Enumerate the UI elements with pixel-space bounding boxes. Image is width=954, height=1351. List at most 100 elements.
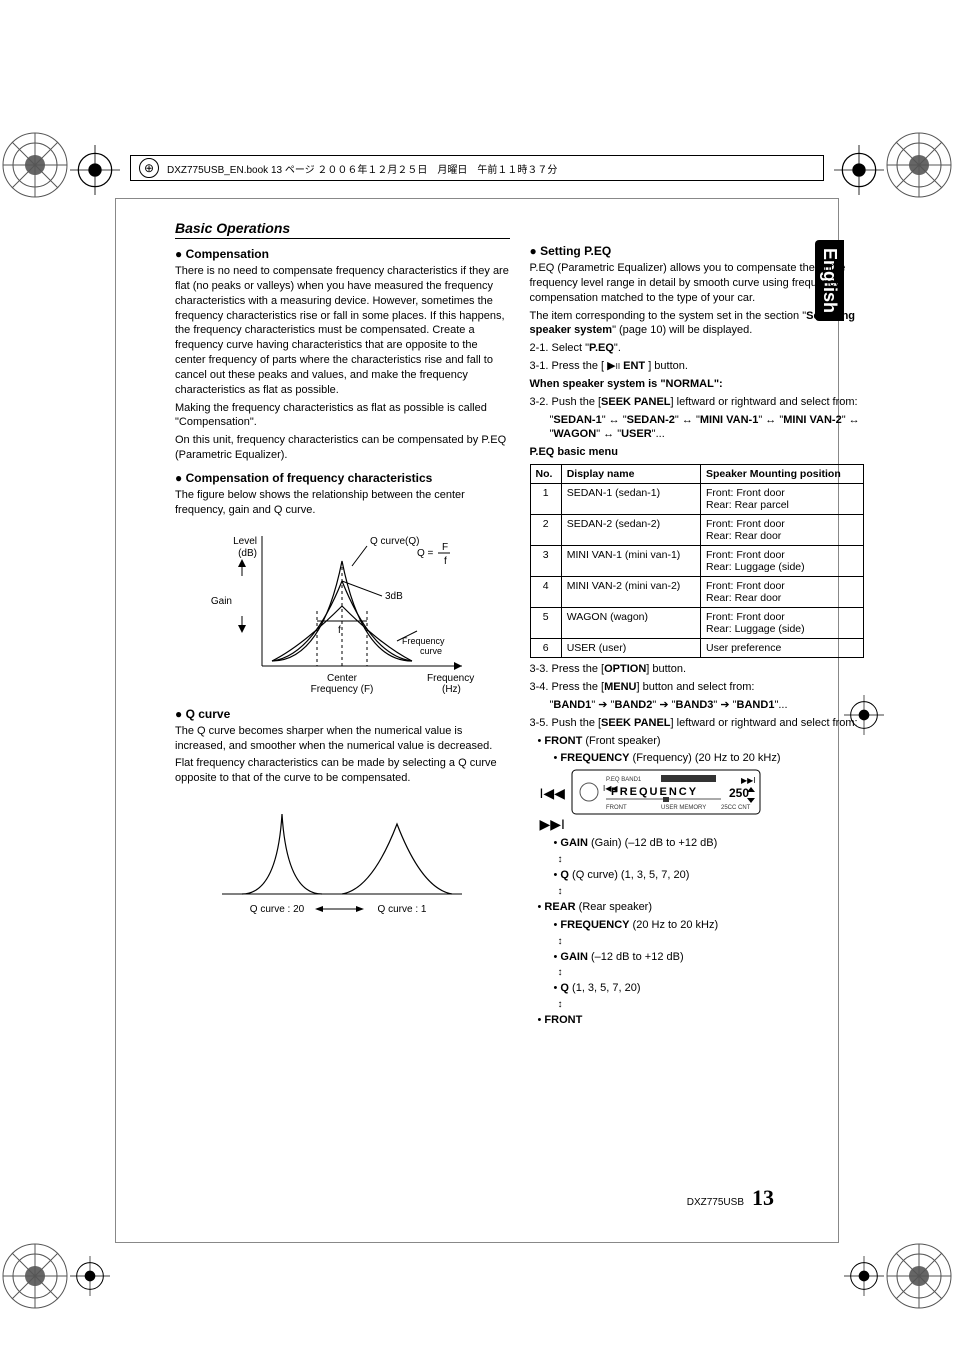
rear-gain: • GAIN (–12 dB to +12 dB) — [530, 950, 865, 965]
step-3-5: 3-5. Push the [SEEK PANEL] leftward or r… — [530, 716, 865, 731]
table-cell: MINI VAN-2 (mini van-2) — [561, 577, 700, 608]
figure-compensation-curve: Level (dB) Gain Q curve(Q) Q = — [175, 526, 510, 699]
table-cell: 5 — [530, 608, 561, 639]
next-icon: ▶▶I — [540, 816, 565, 832]
page-number: 13 — [752, 1185, 774, 1211]
when-normal: When speaker system is "NORMAL": — [530, 377, 865, 392]
sequence-2: "BAND1" ➔ "BAND2" ➔ "BAND3" ➔ "BAND1"... — [530, 698, 865, 713]
svg-text:25CC CNT: 25CC CNT — [721, 805, 751, 811]
svg-text:Frequency: Frequency — [402, 636, 445, 646]
next-icon-row: ▶▶I — [530, 816, 865, 833]
text: " (page 10) will be displayed. — [612, 324, 752, 336]
th-position: Speaker Mounting position — [701, 465, 864, 484]
updown-icon: ↕ — [530, 854, 865, 865]
table-cell: Front: Front doorRear: Luggage (side) — [701, 608, 864, 639]
reg-mark-icon — [844, 1256, 884, 1296]
svg-text:Center: Center — [327, 673, 358, 684]
svg-text:Frequency: Frequency — [427, 673, 474, 684]
table-cell: Front: Front doorRear: Luggage (side) — [701, 546, 864, 577]
figure-q-curves: Q curve : 20 Q curve : 1 — [175, 794, 510, 927]
rear-q: • Q (1, 3, 5, 7, 20) — [530, 981, 865, 996]
para: The Q curve becomes sharper when the num… — [175, 724, 510, 754]
svg-text:3dB: 3dB — [385, 591, 403, 602]
step-3-3: 3-3. Press the [OPTION] button. — [530, 662, 865, 677]
heading-setting-peq: Setting P.EQ — [530, 244, 865, 258]
svg-text:Level: Level — [233, 536, 257, 547]
rear-group: • REAR (Rear speaker) — [530, 900, 865, 915]
rosette-icon — [0, 1241, 70, 1311]
table-row: 5WAGON (wagon)Front: Front doorRear: Lug… — [530, 608, 864, 639]
svg-text:250: 250 — [729, 786, 749, 800]
th-no: No. — [530, 465, 561, 484]
front-q: • Q (Q curve) (1, 3, 5, 7, 20) — [530, 868, 865, 883]
table-cell: Front: Front doorRear: Rear door — [701, 577, 864, 608]
header-bar: ⊕ DXZ775USB_EN.book 13 ページ ２００６年１２月２５日 月… — [130, 155, 824, 181]
model-code: DXZ775USB — [687, 1197, 744, 1208]
peq-table: No. Display name Speaker Mounting positi… — [530, 464, 865, 658]
page: ⊕ DXZ775USB_EN.book 13 ページ ２００６年１２月２５日 月… — [0, 0, 954, 1351]
front-group: • FRONT (Front speaker) — [530, 734, 865, 749]
table-cell: SEDAN-2 (sedan-2) — [561, 515, 700, 546]
svg-text:Gain: Gain — [211, 596, 232, 607]
svg-text:f: f — [338, 625, 341, 636]
reg-mark-icon — [70, 1256, 110, 1296]
right-column: Setting P.EQ P.EQ (Parametric Equalizer)… — [530, 220, 865, 1251]
para: The item corresponding to the system set… — [530, 309, 865, 339]
table-cell: 3 — [530, 546, 561, 577]
rosette-icon — [0, 130, 70, 200]
table-row: 4MINI VAN-2 (mini van-2)Front: Front doo… — [530, 577, 864, 608]
book-icon: ⊕ — [139, 158, 159, 178]
table-cell: 1 — [530, 484, 561, 515]
svg-text:Q curve : 1: Q curve : 1 — [378, 904, 427, 915]
table-row: 1SEDAN-1 (sedan-1)Front: Front doorRear:… — [530, 484, 864, 515]
reg-mark-icon — [834, 145, 884, 195]
updown-icon: ↕ — [530, 936, 865, 947]
svg-text:FRONT: FRONT — [606, 805, 627, 811]
svg-text:▶▶I: ▶▶I — [741, 776, 756, 785]
th-display: Display name — [561, 465, 700, 484]
step-2-1: 2-1. Select "P.EQ". — [530, 341, 865, 356]
table-header-row: No. Display name Speaker Mounting positi… — [530, 465, 864, 484]
rosette-icon — [884, 130, 954, 200]
svg-text:I◀◀: I◀◀ — [603, 784, 618, 793]
table-cell: 6 — [530, 639, 561, 658]
para: The figure below shows the relationship … — [175, 488, 510, 518]
svg-text:curve: curve — [420, 646, 442, 656]
para: There is no need to compensate frequency… — [175, 264, 510, 398]
svg-text:Q curve(Q): Q curve(Q) — [370, 536, 419, 547]
play-pause-icon: ▶II — [607, 360, 620, 372]
para: P.EQ (Parametric Equalizer) allows you t… — [530, 261, 865, 306]
heading-comp-freq: Compensation of frequency characteristic… — [175, 471, 510, 485]
table-title: P.EQ basic menu — [530, 445, 865, 460]
table-row: 2SEDAN-2 (sedan-2)Front: Front doorRear:… — [530, 515, 864, 546]
para: Making the frequency characteristics as … — [175, 401, 510, 431]
front-frequency: • FREQUENCY (Frequency) (20 Hz to 20 kHz… — [530, 751, 865, 766]
table-row: 6USER (user)User preference — [530, 639, 864, 658]
left-column: Basic Operations Compensation There is n… — [175, 220, 510, 1251]
svg-text:FREQUENCY: FREQUENCY — [611, 786, 698, 798]
table-cell: User preference — [701, 639, 864, 658]
svg-text:f: f — [444, 556, 447, 567]
sequence-1: "SEDAN-1" ↔ "SEDAN-2" ↔ "MINI VAN-1" ↔ "… — [530, 413, 865, 443]
svg-text:F: F — [442, 542, 448, 553]
lcd-mock: I◀◀ P.EQ BAND1 FREQUENCY 250 FRONT — [530, 769, 865, 818]
svg-text:(dB): (dB) — [238, 548, 257, 559]
front-gain: • GAIN (Gain) (–12 dB to +12 dB) — [530, 836, 865, 851]
table-row: 3MINI VAN-1 (mini van-1)Front: Front doo… — [530, 546, 864, 577]
rosette-icon — [884, 1241, 954, 1311]
table-cell: Front: Front doorRear: Rear door — [701, 515, 864, 546]
reg-mark-icon — [70, 145, 120, 195]
updown-icon: ↕ — [530, 967, 865, 978]
para: On this unit, frequency characteristics … — [175, 433, 510, 463]
rear-frequency: • FREQUENCY (20 Hz to 20 kHz) — [530, 918, 865, 933]
front-loop: • FRONT — [530, 1013, 865, 1028]
step-3-4: 3-4. Press the [MENU] button and select … — [530, 680, 865, 695]
updown-icon: ↕ — [530, 999, 865, 1010]
page-footer: DXZ775USB 13 — [687, 1185, 774, 1211]
para: Flat frequency characteristics can be ma… — [175, 756, 510, 786]
table-cell: USER (user) — [561, 639, 700, 658]
heading-q-curve: Q curve — [175, 707, 510, 721]
prev-icon: I◀◀ — [540, 785, 565, 802]
svg-text:USER MEMORY: USER MEMORY — [661, 805, 706, 811]
table-cell: 4 — [530, 577, 561, 608]
